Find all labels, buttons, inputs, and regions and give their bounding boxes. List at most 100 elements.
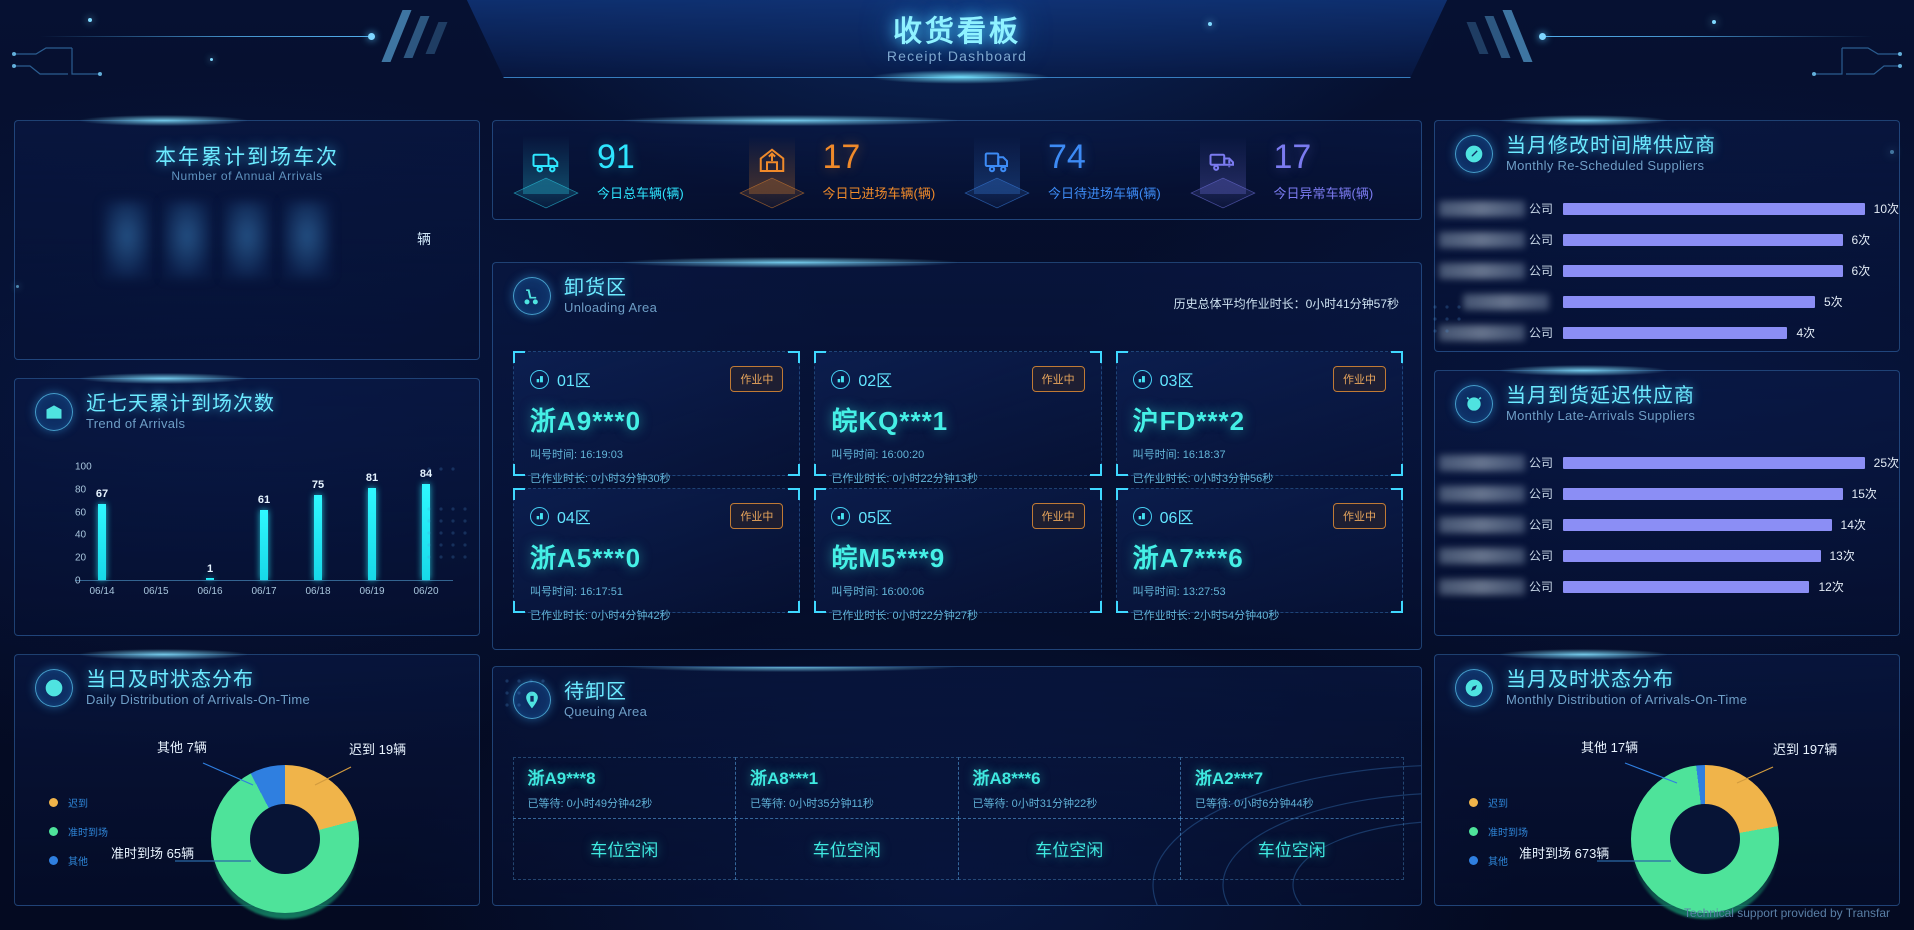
kpi-label: 今日已进场车辆(辆) bbox=[822, 186, 936, 201]
daily-distribution-subtitle: Daily Distribution of Arrivals-On-Time bbox=[86, 692, 311, 707]
legend-label: 迟到 bbox=[1488, 799, 1508, 810]
supplier-name: 公司 bbox=[1435, 485, 1553, 502]
dot-grid-deco bbox=[423, 463, 469, 583]
queue-slot[interactable]: 浙A9***8 已等待: 0小时49分钟42秒 bbox=[512, 756, 736, 819]
bar bbox=[98, 503, 106, 580]
supplier-name-masked bbox=[1438, 578, 1525, 595]
dock-zone-label: 01区 bbox=[557, 373, 591, 390]
rescheduled-title: 当月修改时间牌供应商 bbox=[1506, 135, 1716, 157]
supplier-name-masked bbox=[1438, 454, 1525, 471]
supplier-row: 公司 4次 bbox=[1435, 317, 1899, 348]
kpi-label: 今日待进场车辆(辆) bbox=[1048, 186, 1161, 201]
supplier-row: 公司 25次 bbox=[1435, 447, 1899, 478]
queue-slot[interactable]: 浙A2***7 已等待: 0小时6分钟44秒 bbox=[1180, 756, 1404, 819]
supplier-name-suffix: 公司 bbox=[1528, 233, 1553, 247]
dock-card[interactable]: 05区 作业中 皖M5***9 叫号时间: 16:00:06 已作业时长: 0小时22分… bbox=[814, 488, 1102, 622]
dock-card[interactable]: 03区 作业中 沪FD***2 叫号时间: 16:18:37 已作业时长: 0小时3分钟… bbox=[1115, 351, 1403, 485]
dock-duration: 已作业时长: 0小时4分钟42秒 bbox=[530, 610, 671, 622]
bar bbox=[206, 578, 214, 580]
dock-card[interactable]: 01区 作业中 浙A9***0 叫号时间: 16:19:03 已作业时长: 0小时3分钟… bbox=[513, 351, 801, 485]
supplier-name: 公司 bbox=[1435, 324, 1553, 341]
dock-plate-number: 皖M5***9 bbox=[831, 543, 946, 573]
circuit-deco-icon bbox=[1812, 47, 1902, 76]
daily-donut-chart bbox=[211, 765, 361, 919]
bar bbox=[314, 494, 322, 580]
header-glow bbox=[870, 70, 1050, 84]
dock-duration: 已作业时长: 0小时3分钟56秒 bbox=[1132, 473, 1274, 485]
panel-unloading-area: 卸货区 Unloading Area 历史总体平均作业时长：0小时41分钟57秒… bbox=[492, 257, 1422, 650]
legend-label: 准时到场 bbox=[1488, 828, 1528, 839]
queue-slot-empty[interactable]: 车位空闲 bbox=[512, 817, 736, 880]
dock-status-badge: 作业中 bbox=[730, 366, 784, 392]
queuing-subtitle: Queuing Area bbox=[564, 704, 648, 719]
x-axis-tick: 06/17 bbox=[251, 586, 277, 597]
panel-rescheduled-suppliers: 当月修改时间牌供应商 Monthly Re-Scheduled Supplier… bbox=[1433, 115, 1900, 352]
late-arrivals-subtitle: Monthly Late-Arrivals Suppliers bbox=[1506, 408, 1696, 423]
queue-slot[interactable]: 浙A8***1 已等待: 0小时35分钟11秒 bbox=[735, 756, 959, 819]
supplier-name-suffix: 公司 bbox=[1528, 456, 1553, 470]
bar-value-label: 1 bbox=[206, 562, 214, 575]
supplier-name-masked bbox=[1438, 516, 1525, 533]
supplier-bar bbox=[1563, 202, 1865, 215]
supplier-name: 公司 bbox=[1435, 231, 1553, 248]
dock-duration: 已作业时长: 0小时3分钟30秒 bbox=[530, 473, 671, 485]
monthly-donut-chart bbox=[1631, 765, 1781, 919]
supplier-name-suffix: 公司 bbox=[1528, 264, 1553, 278]
header-deco-left bbox=[0, 0, 448, 82]
circuit-deco-icon bbox=[12, 47, 102, 76]
queue-slot-empty[interactable]: 车位空闲 bbox=[1180, 817, 1404, 880]
annual-arrivals-subtitle: Number of Annual Arrivals bbox=[171, 169, 323, 183]
bar-column: 75 06/18 bbox=[291, 467, 345, 598]
panel-monthly-distribution: 当月及时状态分布 Monthly Distribution of Arrival… bbox=[1434, 649, 1900, 919]
kpi-card-1[interactable]: 91 今日总车辆(辆) bbox=[507, 136, 733, 209]
legend-label: 其他 bbox=[68, 857, 88, 868]
trend-subtitle: Trend of Arrivals bbox=[86, 416, 186, 431]
queue-slot[interactable]: 浙A8***6 已等待: 0小时31分钟22秒 bbox=[957, 756, 1181, 819]
supplier-bar bbox=[1563, 233, 1843, 246]
kpi-card-3[interactable]: 74 今日待进场车辆(辆) bbox=[958, 136, 1184, 209]
supplier-value: 15次 bbox=[1851, 487, 1877, 501]
dock-zone-label: 05区 bbox=[858, 510, 893, 527]
supplier-name-suffix: 公司 bbox=[1528, 580, 1553, 594]
dock-call-time: 叫号时间: 16:18:37 bbox=[1132, 449, 1226, 461]
supplier-value: 5次 bbox=[1824, 295, 1843, 309]
x-axis-tick: 06/20 bbox=[413, 586, 439, 597]
queue-slot-empty[interactable]: 车位空闲 bbox=[735, 817, 959, 880]
dock-plate-number: 沪FD***2 bbox=[1132, 406, 1246, 436]
supplier-row: 公司 6次 bbox=[1435, 255, 1899, 286]
supplier-name: 公司 bbox=[1435, 262, 1553, 279]
queue-slot-empty[interactable]: 车位空闲 bbox=[957, 817, 1181, 880]
supplier-bar bbox=[1563, 295, 1815, 308]
dock-card[interactable]: 06区 作业中 浙A7***6 叫号时间: 13:27:53 已作业时长: 2小时54分… bbox=[1115, 488, 1403, 622]
dock-card[interactable]: 02区 作业中 皖KQ***1 叫号时间: 16:00:20 已作业时长: 0小时22分… bbox=[814, 351, 1102, 485]
dock-status-badge: 作业中 bbox=[1333, 503, 1386, 529]
supplier-name-suffix: 公司 bbox=[1528, 518, 1553, 532]
kpi-card-4[interactable]: 17 今日异常车辆(辆) bbox=[1184, 136, 1410, 209]
bar-value-label: 81 bbox=[365, 471, 379, 484]
monthly-callout-ontime: 准时到场 673辆 bbox=[1519, 846, 1610, 861]
kpi-card-2[interactable]: 17 今日已进场车辆(辆) bbox=[733, 136, 959, 209]
supplier-value: 10次 bbox=[1873, 202, 1899, 216]
dock-card[interactable]: 04区 作业中 浙A5***0 叫号时间: 16:17:51 已作业时长: 0小时4分钟… bbox=[513, 488, 801, 622]
daily-callout-late: 迟到 19辆 bbox=[349, 742, 407, 757]
supplier-value: 13次 bbox=[1829, 549, 1855, 563]
bar-column: 1 06/16 bbox=[183, 467, 237, 597]
dock-zone-label: 06区 bbox=[1159, 510, 1194, 527]
supplier-name-masked bbox=[1438, 231, 1525, 248]
dot-grid-deco bbox=[501, 675, 561, 715]
supplier-name-suffix: 公司 bbox=[1528, 549, 1553, 563]
bar-value-label: 75 bbox=[311, 478, 325, 491]
supplier-row: 公司 10次 bbox=[1435, 193, 1899, 224]
bar-column: 67 06/14 bbox=[75, 467, 129, 597]
x-axis-tick: 06/19 bbox=[359, 586, 385, 597]
supplier-name-masked bbox=[1463, 293, 1549, 310]
queue-plate-number: 浙A2***7 bbox=[1195, 769, 1264, 788]
bar-column: 06/15 bbox=[129, 467, 183, 597]
dock-duration: 已作业时长: 0小时22分钟13秒 bbox=[831, 473, 979, 485]
supplier-value: 4次 bbox=[1796, 326, 1816, 340]
dock-duration: 已作业时长: 0小时22分钟27秒 bbox=[831, 610, 979, 622]
monthly-pie-legend: 迟到 准时到场 其他 bbox=[1469, 795, 1528, 882]
bar-value-label: 67 bbox=[95, 487, 109, 500]
clock-icon bbox=[35, 669, 73, 708]
legend-label: 迟到 bbox=[68, 799, 88, 810]
